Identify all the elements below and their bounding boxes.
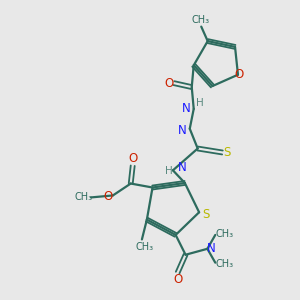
Text: CH₃: CH₃ xyxy=(136,242,154,252)
Text: S: S xyxy=(224,146,231,159)
Text: N: N xyxy=(207,242,216,255)
Text: CH₃: CH₃ xyxy=(74,192,92,203)
Text: CH₃: CH₃ xyxy=(215,229,233,239)
Text: CH₃: CH₃ xyxy=(215,259,233,269)
Text: O: O xyxy=(173,273,182,286)
Text: O: O xyxy=(128,152,137,165)
Text: CH₃: CH₃ xyxy=(191,15,209,25)
Text: N: N xyxy=(178,124,186,137)
Text: H: H xyxy=(196,98,203,108)
Text: O: O xyxy=(103,190,112,203)
Text: H: H xyxy=(165,166,173,176)
Text: O: O xyxy=(234,68,244,81)
Text: S: S xyxy=(202,208,210,221)
Text: N: N xyxy=(178,161,186,174)
Text: O: O xyxy=(164,76,174,90)
Text: N: N xyxy=(182,102,190,116)
